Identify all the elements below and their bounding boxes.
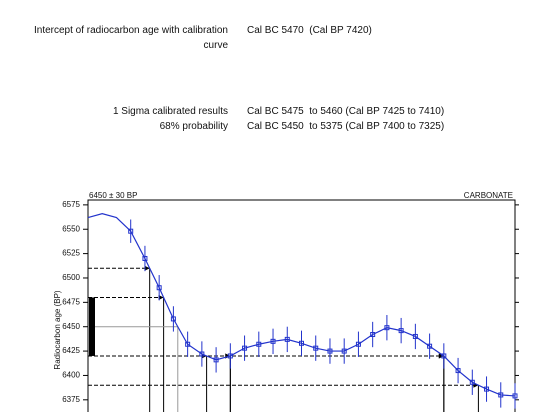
y-axis-label: Radiocarbon age (BP) (53, 290, 62, 369)
marker (156, 285, 162, 291)
marker (142, 255, 148, 261)
marker (128, 228, 134, 234)
sigma-label: 1 Sigma calibrated results (112, 106, 228, 117)
marker (313, 345, 319, 351)
y-tick-label: 6425 (62, 346, 80, 355)
y-tick-label: 6575 (62, 200, 80, 209)
marker (199, 351, 205, 357)
marker (284, 336, 290, 342)
y-tick-label: 6500 (62, 273, 80, 282)
marker (498, 392, 504, 398)
arrow-head (144, 265, 150, 271)
marker (512, 393, 518, 399)
arrow-head (158, 294, 164, 300)
marker (341, 348, 347, 354)
sample-bar (89, 297, 95, 356)
probability-label: 68% probability (159, 121, 228, 132)
marker (370, 332, 376, 338)
y-tick-label: 6375 (62, 395, 80, 404)
intercept-value: Cal BC 5470 (Cal BP 7420) (247, 25, 372, 36)
chart-title: 6450 ± 30 BP (89, 191, 137, 200)
chart-subtitle: CARBONATE (464, 191, 513, 200)
marker (227, 353, 233, 359)
curve (87, 213, 516, 397)
marker (412, 333, 418, 339)
marker (170, 316, 176, 322)
marker (427, 343, 433, 349)
marker (384, 325, 390, 331)
sigma-result: Cal BC 5450 to 5375 (Cal BP 7400 to 7325… (247, 121, 445, 132)
y-tick-label: 6400 (62, 371, 80, 380)
intercept-label: Intercept of radiocarbon age with calibr… (33, 25, 228, 51)
marker (484, 386, 490, 392)
marker (185, 341, 191, 347)
marker (398, 328, 404, 334)
marker (469, 379, 475, 385)
y-tick-label: 6450 (62, 322, 80, 331)
y-tick-label: 6550 (62, 224, 80, 233)
marker (327, 348, 333, 354)
y-tick-label: 6475 (62, 297, 80, 306)
marker (455, 368, 461, 374)
plot-frame (87, 199, 516, 412)
marker (270, 338, 276, 344)
marker (242, 345, 248, 351)
marker (441, 353, 447, 359)
marker (355, 341, 361, 347)
y-tick-label: 6525 (62, 249, 80, 258)
marker (256, 341, 262, 347)
marker (213, 357, 219, 363)
marker (299, 340, 304, 346)
sigma-result: Cal BC 5475 to 5460 (Cal BP 7425 to 7410… (247, 106, 445, 117)
